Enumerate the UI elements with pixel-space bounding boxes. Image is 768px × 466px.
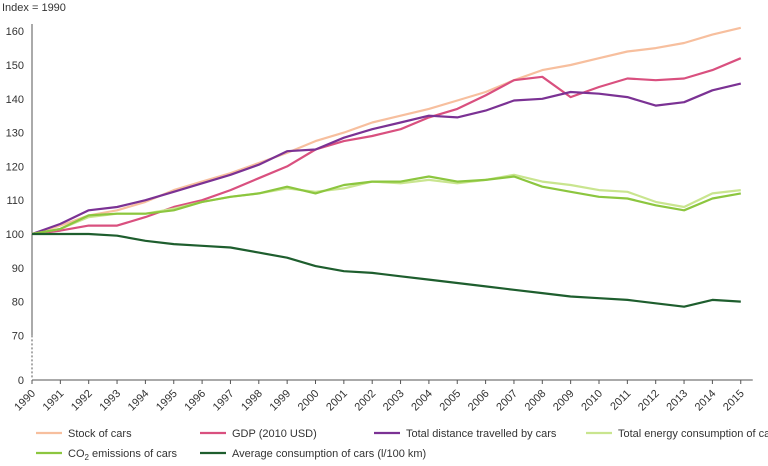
x-tick-label: 2014: [693, 388, 719, 414]
x-tick-label: 2004: [409, 388, 435, 414]
x-tick-label: 1991: [41, 388, 67, 414]
y-tick-label: 120: [6, 161, 24, 173]
y-tick-label: 130: [6, 128, 24, 140]
x-tick-label: 2003: [381, 388, 407, 414]
legend-label: CO2 emissions of cars: [68, 448, 177, 462]
y-tick-label: 160: [6, 26, 24, 38]
y-tick-label: 90: [12, 263, 24, 275]
y-tick-label: 150: [6, 60, 24, 72]
legend-label: Total energy consumption of cars: [618, 428, 768, 440]
x-tick-label: 1993: [97, 388, 123, 414]
x-tick-label: 1998: [239, 388, 265, 414]
x-tick-label: 2009: [551, 388, 577, 414]
x-tick-label: 2000: [296, 388, 322, 414]
x-tick-label: 1995: [154, 388, 180, 414]
x-tick-label: 2006: [466, 388, 492, 414]
y-axis: 0 70 80 90 100 110 120 130 140 150 160: [6, 24, 33, 387]
x-tick-label: 2002: [353, 388, 379, 414]
legend: Stock of cars GDP (2010 USD) Total distanc…: [36, 428, 768, 462]
x-axis: 1990 1991 1992 1993 1994 1995 1996 1997 1998 1999…: [12, 379, 753, 414]
y-tick-label: 70: [12, 330, 24, 342]
y-tick-label: 80: [12, 297, 24, 309]
series-line-2: [31, 57, 742, 236]
x-tick-label: 1990: [12, 388, 38, 414]
y-tick-label: 140: [6, 94, 24, 106]
series-line-5: [31, 175, 741, 236]
x-tick-label: 1996: [182, 388, 208, 414]
x-tick-label: 2015: [721, 388, 747, 414]
y-tick-label: 100: [6, 229, 24, 241]
legend-label: Total distance travelled by cars: [406, 428, 557, 440]
series-line-1: [31, 26, 742, 236]
x-tick-label: 1999: [267, 388, 293, 414]
y-axis-title: Index = 1990: [2, 2, 66, 14]
x-tick-label: 2008: [523, 388, 549, 414]
series-line-3: [31, 82, 742, 236]
x-tick-label: 2010: [579, 388, 605, 414]
series-lines: [31, 26, 742, 308]
series-line-6: [32, 232, 741, 308]
x-tick-label: 2005: [438, 388, 464, 414]
y-tick-label: 110: [6, 195, 24, 207]
x-tick-label: 2012: [636, 388, 662, 414]
legend-label: Stock of cars: [68, 428, 132, 440]
x-tick-label: 1997: [211, 388, 237, 414]
legend-label: Average consumption of cars (l/100 km): [232, 448, 426, 460]
x-tick-label: 2007: [494, 388, 520, 414]
x-tick-label: 2011: [608, 388, 633, 413]
x-tick-label: 1992: [69, 388, 95, 414]
x-tick-label: 1994: [126, 388, 152, 414]
x-tick-label: 2001: [324, 388, 350, 414]
x-tick-label: 2013: [664, 388, 690, 414]
legend-label: GDP (2010 USD): [232, 428, 317, 440]
y-tick-label: 0: [18, 375, 24, 387]
